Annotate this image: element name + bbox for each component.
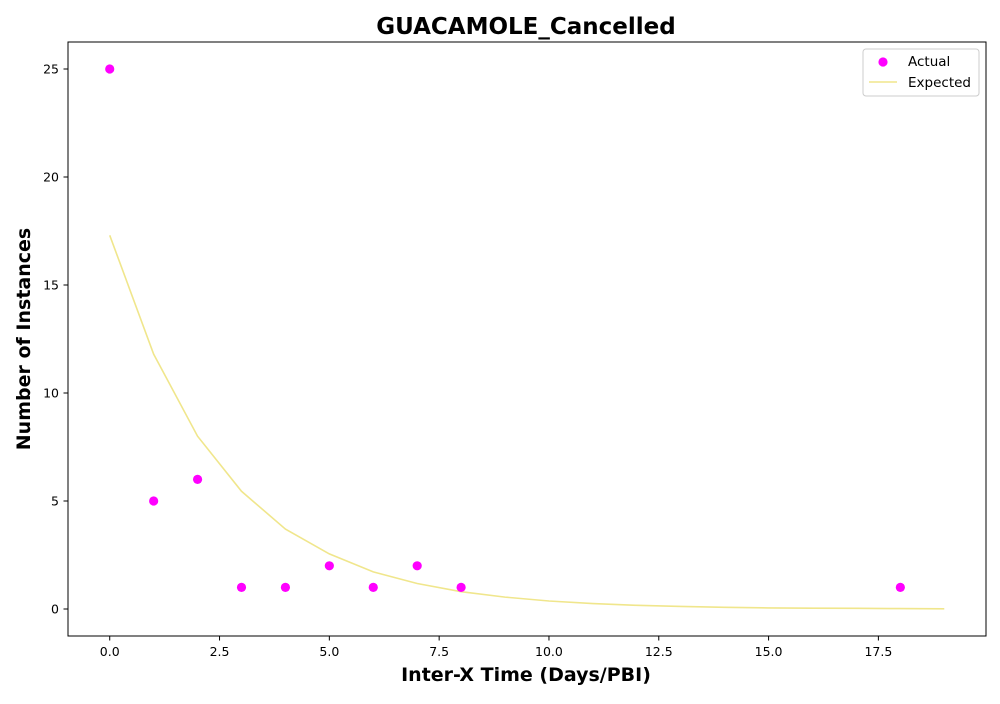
data-point-actual bbox=[105, 64, 115, 74]
legend-marker-actual bbox=[878, 57, 888, 67]
y-tick-label: 20 bbox=[43, 170, 59, 185]
y-axis-label: Number of Instances bbox=[13, 228, 35, 450]
data-point-actual bbox=[368, 582, 378, 593]
legend-label-expected: Expected bbox=[908, 75, 971, 91]
data-point-actual bbox=[280, 582, 291, 593]
data-point-actual bbox=[149, 496, 159, 506]
legend-box bbox=[862, 48, 980, 97]
data-point-actual bbox=[456, 582, 466, 593]
y-tick-label: 25 bbox=[43, 62, 59, 77]
y-tick-label: 15 bbox=[43, 278, 59, 293]
y-tick-label: 0 bbox=[51, 602, 59, 617]
legend: Actual Expected bbox=[862, 48, 980, 97]
data-point-actual bbox=[192, 474, 203, 484]
data-point-actual bbox=[895, 582, 905, 593]
x-tick-label: 17.5 bbox=[864, 644, 892, 659]
x-tick-label: 12.5 bbox=[645, 644, 673, 659]
y-tick-label: 10 bbox=[43, 386, 59, 401]
plot-area: 0.0 2.5 5.0 7.5 10.0 12.5 15.0 17.5 0 5 10 15 20 25 bbox=[43, 41, 987, 659]
data-point-actual bbox=[412, 561, 422, 571]
x-tick-label: 5.0 bbox=[319, 644, 339, 659]
x-tick-label: 10.0 bbox=[535, 644, 563, 659]
plot-frame bbox=[67, 41, 987, 637]
data-point-actual bbox=[324, 561, 334, 571]
y-tick-label: 5 bbox=[51, 494, 59, 509]
chart-title: GUACAMOLE_Cancelled bbox=[376, 14, 675, 40]
series-line-expected bbox=[108, 235, 945, 610]
x-tick-label: 2.5 bbox=[210, 644, 230, 659]
legend-label-actual: Actual bbox=[908, 54, 950, 70]
x-tick-label: 15.0 bbox=[755, 644, 783, 659]
x-axis-label: Inter-X Time (Days/PBI) bbox=[401, 664, 651, 686]
x-tick-label: 0.0 bbox=[100, 644, 120, 659]
x-tick-label: 7.5 bbox=[429, 644, 449, 659]
data-point-actual bbox=[236, 582, 247, 593]
